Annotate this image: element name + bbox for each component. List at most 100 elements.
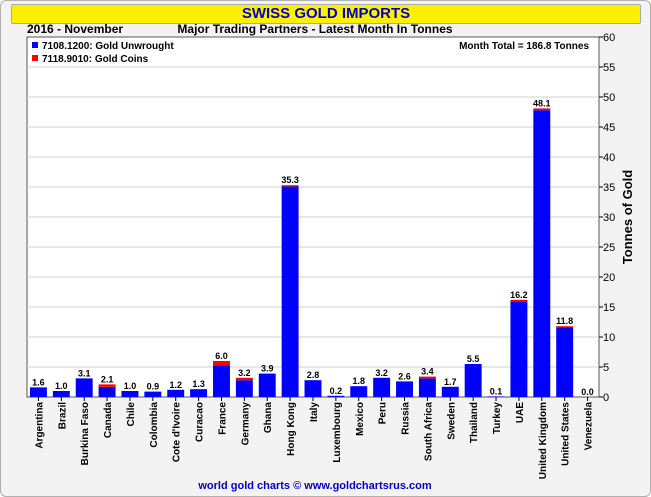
y-tick-label: 35 [603, 182, 615, 194]
x-tick-label: UAE [515, 402, 526, 423]
x-tick-label: Peru [378, 402, 389, 424]
y-tick-label: 25 [603, 242, 615, 254]
y-tick-label: 0 [603, 392, 609, 404]
bar-unwrought [441, 386, 459, 397]
data-label: 0.0 [581, 387, 594, 397]
bar-unwrought [327, 395, 345, 397]
data-label: 1.0 [55, 381, 68, 391]
data-label: 0.2 [330, 386, 343, 396]
y-tick-label: 20 [603, 272, 615, 284]
bar-unwrought [350, 386, 368, 397]
data-label: 3.1 [78, 368, 91, 378]
data-label: 11.8 [556, 316, 573, 326]
y-tick-label: 50 [603, 92, 615, 104]
x-tick-label: Chile [126, 402, 137, 427]
x-tick-label: Burkina Faso [80, 402, 91, 465]
legend-swatch-coins [32, 55, 38, 61]
y-tick-label: 5 [603, 362, 609, 374]
x-tick-label: United States [561, 402, 572, 466]
x-tick-label: Turkey [492, 402, 503, 434]
bar-coins [510, 299, 528, 302]
bar-unwrought [29, 387, 47, 397]
y-tick-label: 10 [603, 332, 615, 344]
legend-label-coins: 7118.9010: Gold Coins [42, 54, 149, 65]
data-label: 1.6 [32, 377, 45, 387]
y-tick-label: 55 [603, 62, 615, 74]
bar-unwrought [464, 364, 482, 397]
x-tick-label: Argentina [34, 402, 45, 449]
bar-coins [418, 376, 436, 379]
bar-unwrought [487, 396, 505, 397]
data-label: 3.9 [261, 364, 274, 374]
data-label: 2.6 [398, 371, 411, 381]
data-label: 1.2 [169, 380, 182, 390]
bars: 1.6 1.0 3.1 2.1 1.0 0.9 1.2 1.3 6.0 3.2 3.9 35.3 2.8… [29, 98, 594, 397]
y-tick-label: 60 [603, 32, 615, 44]
y-axis-label: Tonnes of Gold [620, 170, 635, 264]
legend-label-unwrought: 7108.1200: Gold Unwrought [42, 41, 174, 52]
bar-unwrought [235, 380, 253, 397]
data-label: 1.7 [444, 377, 457, 387]
bar-unwrought [533, 110, 551, 397]
month-total: Month Total = 186.8 Tonnes [459, 41, 589, 52]
data-label: 5.5 [467, 354, 480, 364]
period-label: 2016 - November [27, 22, 123, 36]
chart-subtitle: Major Trading Partners - Latest Month In… [177, 22, 452, 36]
y-tick-label: 30 [603, 212, 615, 224]
bar-coins [98, 384, 116, 387]
x-tick-label: Cote d'Ivoire [172, 402, 183, 463]
y-tick-label: 15 [603, 302, 615, 314]
legend: 7108.1200: Gold Unwrought 7118.9010: Gol… [32, 41, 174, 65]
x-tick-label: Canada [103, 402, 114, 439]
bar-unwrought [98, 386, 116, 397]
data-label: 48.1 [533, 98, 551, 108]
data-label: 3.2 [375, 368, 388, 378]
data-label: 3.2 [238, 368, 251, 378]
x-axis: Argentina Brazil Burkina Faso Canada Chile Co… [34, 397, 595, 479]
legend-swatch-unwrought [32, 42, 38, 48]
gridlines [27, 66, 599, 368]
bar-coins [533, 108, 551, 111]
x-tick-label: United Kingdom [538, 402, 549, 479]
bar-unwrought [190, 389, 208, 397]
bar-coins [281, 185, 299, 187]
x-tick-label: Sweden [446, 402, 457, 440]
bar-unwrought [281, 186, 299, 397]
bar-unwrought [373, 377, 391, 397]
bar-unwrought [75, 378, 93, 397]
x-tick-label: Italy [309, 402, 320, 422]
x-tick-label: Colombia [149, 402, 160, 448]
y-axis: 0 5 10 15 20 25 30 35 40 45 50 55 60 [599, 32, 615, 404]
bar-unwrought [144, 391, 162, 397]
data-label: 1.0 [124, 381, 137, 391]
data-label: 1.3 [192, 379, 205, 389]
y-tick-label: 40 [603, 152, 615, 164]
y-tick-label: 45 [603, 122, 615, 134]
data-label: 2.8 [307, 370, 320, 380]
footer-credit: world gold charts © www.goldchartsrus.co… [197, 480, 431, 492]
data-label: 16.2 [510, 290, 528, 300]
x-tick-label: Ghana [263, 402, 274, 434]
bar-coins [235, 377, 253, 381]
x-tick-label: Mexico [355, 402, 366, 436]
data-label: 3.4 [421, 367, 434, 377]
bar-unwrought [418, 378, 436, 397]
bar-unwrought [510, 301, 528, 397]
bar-unwrought [258, 373, 276, 397]
x-tick-label: France [217, 402, 228, 435]
data-label: 0.9 [147, 382, 160, 392]
data-label: 35.3 [281, 175, 299, 185]
bar-unwrought [396, 381, 413, 397]
x-tick-label: Curacao [195, 402, 206, 442]
x-tick-label: Venezuela [584, 402, 595, 451]
x-tick-label: Germany [240, 402, 251, 446]
x-tick-label: Luxembourg [332, 402, 343, 463]
bar-unwrought [304, 380, 322, 397]
bar-unwrought [167, 389, 185, 397]
x-tick-label: Brazil [57, 402, 68, 429]
bar-coins [556, 326, 574, 328]
bar-unwrought [213, 365, 230, 397]
data-label: 6.0 [215, 351, 228, 361]
data-label: 1.8 [353, 376, 366, 386]
